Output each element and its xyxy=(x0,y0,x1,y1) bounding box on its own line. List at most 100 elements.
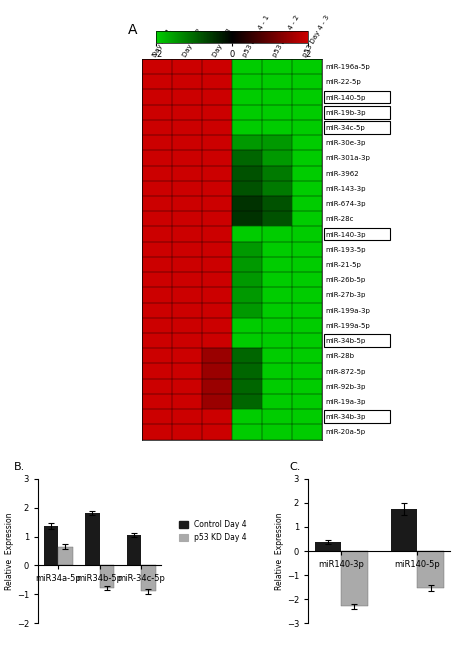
Bar xyxy=(172,318,202,333)
Bar xyxy=(262,181,292,196)
Bar xyxy=(172,287,202,302)
Bar xyxy=(142,241,172,257)
Bar xyxy=(58,546,73,565)
Bar xyxy=(85,513,100,565)
Bar xyxy=(262,272,292,287)
Bar xyxy=(172,363,202,379)
Bar xyxy=(262,241,292,257)
Bar xyxy=(100,565,114,588)
Bar xyxy=(232,165,262,181)
Bar xyxy=(232,302,262,318)
Bar xyxy=(262,120,292,135)
Bar xyxy=(172,89,202,105)
Bar xyxy=(232,272,262,287)
Bar xyxy=(142,105,172,120)
Bar xyxy=(232,379,262,394)
Bar xyxy=(202,165,232,181)
Bar xyxy=(262,348,292,363)
Bar xyxy=(232,241,262,257)
Bar xyxy=(232,120,262,135)
Bar xyxy=(292,181,322,196)
Bar xyxy=(172,120,202,135)
Bar xyxy=(172,211,202,226)
Bar xyxy=(202,257,232,272)
Bar xyxy=(142,409,172,424)
Bar xyxy=(232,105,262,120)
Y-axis label: Relative  Expression: Relative Expression xyxy=(5,512,14,590)
Bar xyxy=(141,565,155,592)
Bar xyxy=(172,226,202,241)
Bar xyxy=(292,59,322,74)
Bar xyxy=(142,348,172,363)
Bar xyxy=(172,105,202,120)
Bar xyxy=(292,333,322,348)
Bar xyxy=(292,379,322,394)
Bar xyxy=(202,287,232,302)
Bar xyxy=(202,409,232,424)
Bar xyxy=(202,348,232,363)
Bar xyxy=(142,379,172,394)
Bar xyxy=(262,394,292,409)
Bar xyxy=(172,257,202,272)
Bar xyxy=(292,241,322,257)
Bar xyxy=(172,59,202,74)
Bar xyxy=(202,181,232,196)
Bar xyxy=(142,120,172,135)
Bar xyxy=(202,318,232,333)
Bar xyxy=(142,196,172,211)
Text: B.: B. xyxy=(14,462,26,472)
Bar xyxy=(292,409,322,424)
Bar xyxy=(172,379,202,394)
Bar xyxy=(262,257,292,272)
Bar xyxy=(172,272,202,287)
Bar xyxy=(315,542,341,551)
Bar xyxy=(292,226,322,241)
Bar xyxy=(172,348,202,363)
Bar xyxy=(172,394,202,409)
Bar xyxy=(262,363,292,379)
Bar xyxy=(202,379,232,394)
Bar xyxy=(292,74,322,89)
Bar xyxy=(142,333,172,348)
Bar xyxy=(172,74,202,89)
Bar xyxy=(172,135,202,150)
Bar xyxy=(172,409,202,424)
Bar xyxy=(262,287,292,302)
Bar xyxy=(232,74,262,89)
Bar xyxy=(142,165,172,181)
Bar xyxy=(292,272,322,287)
Bar xyxy=(292,135,322,150)
Bar xyxy=(232,287,262,302)
Bar xyxy=(202,135,232,150)
Bar xyxy=(232,226,262,241)
Bar xyxy=(292,120,322,135)
Bar xyxy=(142,74,172,89)
Bar xyxy=(142,89,172,105)
Bar xyxy=(262,135,292,150)
Bar xyxy=(292,287,322,302)
Bar xyxy=(232,211,262,226)
Bar xyxy=(232,424,262,440)
Bar xyxy=(202,333,232,348)
Bar xyxy=(262,150,292,165)
Text: C.: C. xyxy=(289,462,301,472)
Bar xyxy=(142,302,172,318)
Bar xyxy=(202,196,232,211)
Bar xyxy=(232,394,262,409)
Bar xyxy=(232,363,262,379)
Bar xyxy=(202,150,232,165)
Bar xyxy=(292,196,322,211)
Bar xyxy=(262,165,292,181)
Bar xyxy=(391,509,417,551)
Y-axis label: Relative  Expression: Relative Expression xyxy=(275,512,284,590)
Bar xyxy=(232,257,262,272)
Bar xyxy=(232,150,262,165)
Bar xyxy=(142,363,172,379)
Bar xyxy=(127,535,141,565)
Bar xyxy=(262,211,292,226)
Bar xyxy=(292,394,322,409)
Bar xyxy=(292,105,322,120)
Bar xyxy=(202,394,232,409)
Bar xyxy=(172,165,202,181)
Bar xyxy=(202,424,232,440)
